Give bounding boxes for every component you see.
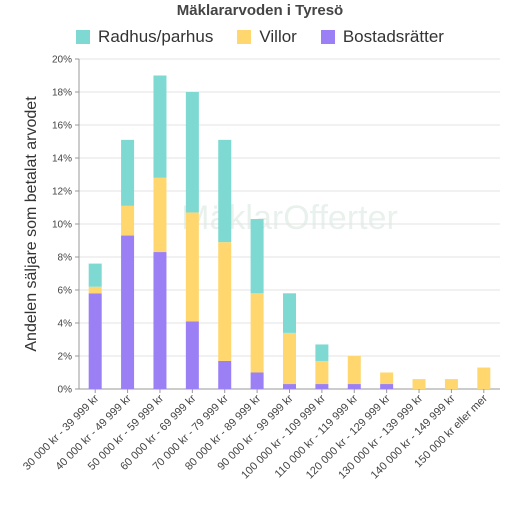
y-tick-label: 2% (58, 352, 73, 363)
y-tick-label: 16% (52, 121, 72, 132)
bar-segment[interactable] (412, 379, 426, 389)
bar-segment[interactable] (380, 384, 394, 389)
bar-segment[interactable] (380, 372, 394, 385)
y-tick-label: 18% (52, 88, 72, 99)
y-tick-label: 6% (58, 286, 73, 297)
bar-segment[interactable] (315, 344, 329, 361)
y-tick-label: 0% (58, 385, 73, 396)
legend-swatch-bostadsratter (320, 30, 335, 44)
bar-segment[interactable] (444, 379, 458, 389)
bar-segment[interactable] (477, 367, 491, 389)
watermark-text: MäklarOfferter (181, 199, 398, 237)
bar-segment[interactable] (88, 263, 102, 287)
legend-label-bostadsratter: Bostadsrätter (342, 27, 444, 46)
legend-item-villor[interactable]: Villor (237, 27, 297, 47)
legend: Radhus/parhus Villor Bostadsrätter (0, 27, 520, 47)
bar-segment[interactable] (185, 92, 199, 213)
bar-segment[interactable] (218, 139, 232, 243)
bar-segment[interactable] (218, 242, 232, 361)
bar-segment[interactable] (250, 372, 264, 390)
y-tick-label: 4% (58, 319, 73, 330)
bar-segment[interactable] (315, 384, 329, 389)
y-tick-label: 14% (52, 154, 72, 165)
bar-segment[interactable] (250, 219, 264, 294)
bar-segment[interactable] (153, 177, 167, 253)
legend-item-radhus[interactable]: Radhus/parhus (76, 27, 213, 47)
chart-title: Mäklararvoden i Tyresö (176, 2, 344, 19)
bar-segment[interactable] (218, 360, 232, 389)
bar-segment[interactable] (88, 293, 102, 389)
bar-segment[interactable] (153, 252, 167, 389)
bar-segment[interactable] (315, 360, 329, 385)
bar-segment[interactable] (347, 384, 361, 389)
bar-segment[interactable] (250, 293, 264, 373)
bar-segment[interactable] (121, 205, 135, 236)
bar-segment[interactable] (88, 286, 102, 294)
legend-swatch-radhus (76, 30, 91, 44)
legend-label-radhus: Radhus/parhus (98, 27, 214, 46)
bar-segment[interactable] (185, 212, 199, 322)
bar-segment[interactable] (283, 332, 296, 385)
legend-item-bostadsratter[interactable]: Bostadsrätter (320, 27, 444, 47)
y-tick-label: 12% (52, 187, 72, 198)
bar-segment[interactable] (283, 293, 296, 333)
legend-swatch-villor (237, 30, 252, 44)
bar-segment[interactable] (121, 235, 135, 389)
bar-segment[interactable] (283, 384, 296, 389)
bar-segment[interactable] (121, 139, 135, 206)
y-axis-label: Andelen säljare som betalat arvodet (23, 96, 40, 352)
y-tick-label: 8% (58, 253, 73, 264)
legend-label-villor: Villor (259, 27, 297, 46)
y-tick-label: 10% (52, 220, 72, 231)
bar-segment[interactable] (347, 356, 361, 385)
bar-segment[interactable] (185, 321, 199, 389)
y-tick-label: 20% (52, 55, 72, 66)
bar-segment[interactable] (153, 75, 167, 178)
